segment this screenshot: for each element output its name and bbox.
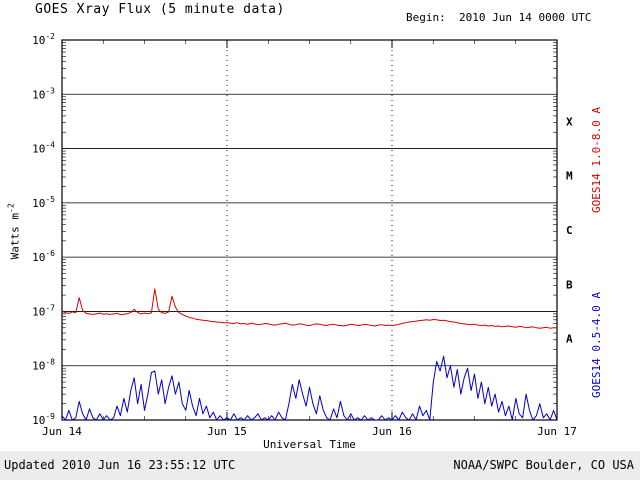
- x-axis-title: Universal Time: [263, 438, 356, 451]
- svg-text:X: X: [566, 115, 573, 128]
- svg-text:Jun 14: Jun 14: [42, 425, 82, 438]
- svg-text:10-8: 10-8: [32, 358, 55, 373]
- svg-text:10-7: 10-7: [32, 303, 55, 318]
- svg-text:M: M: [566, 170, 573, 183]
- svg-text:10-6: 10-6: [32, 249, 55, 264]
- svg-text:10-4: 10-4: [32, 141, 55, 156]
- svg-text:10-9: 10-9: [32, 412, 55, 427]
- begin-time-label: Begin: 2010 Jun 14 0000 UTC: [406, 11, 592, 24]
- updated-timestamp: Updated 2010 Jun 16 23:55:12 UTC: [4, 458, 236, 472]
- svg-text:Jun 17: Jun 17: [537, 425, 577, 438]
- credit-label: NOAA/SWPC Boulder, CO USA: [453, 458, 634, 472]
- svg-text:A: A: [566, 333, 573, 346]
- legend-long-channel-label: GOES14 1.0-8.0 A: [590, 107, 603, 213]
- legend-short-channel-label: GOES14 0.5-4.0 A: [590, 292, 603, 398]
- chart-title: GOES Xray Flux (5 minute data): [35, 2, 285, 17]
- svg-text:C: C: [566, 224, 573, 237]
- svg-text:B: B: [566, 278, 573, 291]
- svg-text:Jun 15: Jun 15: [207, 425, 247, 438]
- svg-text:10-3: 10-3: [32, 86, 55, 101]
- svg-text:Jun 16: Jun 16: [372, 425, 412, 438]
- svg-text:10-5: 10-5: [32, 195, 55, 210]
- svg-text:10-2: 10-2: [32, 32, 55, 47]
- footer-bar: [0, 451, 640, 480]
